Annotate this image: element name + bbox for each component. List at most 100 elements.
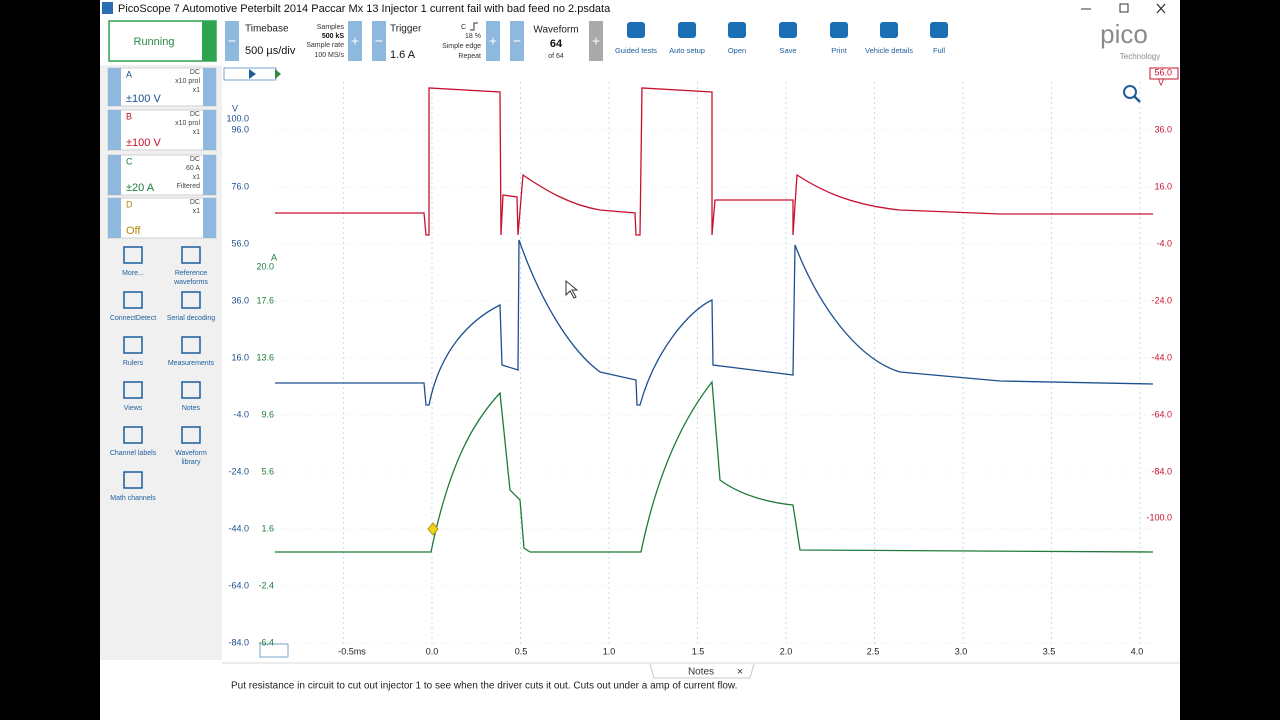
trigger-marker — [249, 69, 256, 79]
zoom-icon[interactable] — [1123, 85, 1137, 99]
waveform-plus[interactable] — [589, 21, 603, 61]
y-tick-label: -6.4 — [258, 637, 274, 647]
tool-label: Math channels — [110, 495, 156, 502]
y-tick-label: 16.0 — [1154, 181, 1172, 191]
toolbar-icon[interactable] — [930, 22, 948, 38]
channel-plus[interactable] — [203, 68, 216, 106]
toolbar-icon[interactable] — [880, 22, 898, 38]
y-tick-label: 56.0 — [231, 238, 249, 248]
minus-glyph: − — [513, 33, 521, 49]
y-tick-label: -4.0 — [1156, 238, 1172, 248]
toolbar-icon[interactable] — [728, 22, 746, 38]
channel-plus[interactable] — [203, 155, 216, 195]
trigger-point — [427, 522, 439, 536]
channel-range: ±100 V — [126, 93, 161, 105]
toolbar-button-label: Vehicle details — [865, 46, 913, 55]
notes-close[interactable]: × — [737, 666, 743, 678]
channel-box — [107, 154, 217, 196]
tool-icon[interactable] — [123, 336, 143, 354]
tool-label: library — [181, 459, 201, 466]
close-button[interactable] — [1156, 3, 1166, 14]
waveform-count: of 64 — [548, 53, 564, 60]
timebase-minus[interactable] — [225, 21, 239, 61]
toolbar-icon[interactable] — [779, 22, 797, 38]
notes-tab[interactable] — [649, 663, 755, 679]
tool-label: ConnectDetect — [110, 315, 156, 322]
trigger-edge: Simple edge — [442, 43, 481, 50]
y-tick-label: -44.0 — [228, 523, 249, 533]
channel-range: ±100 V — [126, 137, 161, 149]
channel-minus[interactable] — [108, 198, 121, 238]
notes-tab-label: Notes — [688, 667, 714, 678]
samples-label: Samples — [317, 24, 345, 31]
y-tick-label: 100.0 — [226, 113, 249, 123]
timebase-plus[interactable] — [348, 21, 362, 61]
toolbar-icon[interactable] — [678, 22, 696, 38]
notes-area — [100, 660, 1180, 720]
channel-minus[interactable] — [108, 68, 121, 106]
tool-icon[interactable] — [123, 426, 143, 444]
y-tick-label: -84.0 — [1151, 466, 1172, 476]
channel-info: DC — [190, 156, 200, 163]
tool-icon[interactable] — [123, 246, 143, 264]
time-marker — [275, 69, 281, 79]
restore-button[interactable] — [1119, 3, 1129, 13]
channel-plus[interactable] — [203, 110, 216, 150]
trigger-percent: 18 % — [465, 33, 481, 40]
toolbar-button-label: Print — [831, 46, 847, 55]
tool-icon[interactable] — [181, 426, 201, 444]
channel-range: Off — [126, 225, 141, 237]
trigger-channel: C — [461, 24, 466, 31]
trigger-minus[interactable] — [372, 21, 386, 61]
tool-icon[interactable] — [123, 471, 143, 489]
toolbar-icon[interactable] — [830, 22, 848, 38]
waveform-label: Waveform — [533, 25, 578, 36]
toolbar-icon[interactable] — [627, 22, 645, 38]
generated: Guided tests Auto setup Open Save Print Vehic… — [107, 22, 1172, 656]
tool-icon[interactable] — [181, 336, 201, 354]
notes-text: Put resistance in circuit to cut out inj… — [231, 681, 737, 692]
plus-glyph: + — [489, 33, 497, 49]
y-tick-label: 9.6 — [261, 409, 274, 419]
channel-info: x1 — [193, 87, 201, 94]
y-tick-label: -84.0 — [228, 637, 249, 647]
rate-label: Sample rate — [306, 42, 344, 49]
tool-label: Waveform — [175, 450, 207, 457]
channel-info: Filtered — [177, 183, 200, 190]
minus-glyph: − — [375, 33, 383, 49]
axis-handle[interactable] — [259, 643, 289, 658]
tool-label: waveforms — [173, 279, 208, 286]
trigger-plus[interactable] — [486, 21, 500, 61]
run-button[interactable] — [108, 20, 217, 62]
axis-unit: A — [271, 252, 277, 262]
channel-name: C — [126, 156, 133, 166]
channel-minus[interactable] — [108, 155, 121, 195]
y-tick-label: 1.6 — [261, 523, 274, 533]
tool-icon[interactable] — [181, 246, 201, 264]
grid — [275, 82, 1153, 645]
waveform-minus[interactable] — [510, 21, 524, 61]
y-tick-label: -64.0 — [1151, 409, 1172, 419]
channel-minus[interactable] — [108, 110, 121, 150]
channel-info: x10 prol — [175, 120, 200, 127]
channel-plus[interactable] — [203, 198, 216, 238]
y-tick-label: 5.6 — [261, 466, 274, 476]
green-trace — [275, 380, 1154, 553]
y-tick-label: -4.0 — [233, 409, 249, 419]
channel-info: x1 — [193, 129, 201, 136]
samples-value: 500 kS — [322, 33, 345, 40]
tool-icon[interactable] — [123, 291, 143, 309]
channel-name: B — [126, 111, 132, 121]
tool-icon[interactable] — [181, 291, 201, 309]
y-tick-label: 17.6 — [256, 295, 274, 305]
tool-icon[interactable] — [123, 381, 143, 399]
tool-icon[interactable] — [181, 381, 201, 399]
tool-label: Channel labels — [110, 450, 157, 457]
mouse-cursor — [565, 279, 579, 299]
y-tick-label: -100.0 — [1146, 512, 1172, 522]
y-tick-label: 96.0 — [231, 124, 249, 134]
channel-info: DC — [190, 69, 200, 76]
edge-icon — [470, 22, 478, 31]
timebase-value: 500 µs/div — [245, 45, 296, 57]
